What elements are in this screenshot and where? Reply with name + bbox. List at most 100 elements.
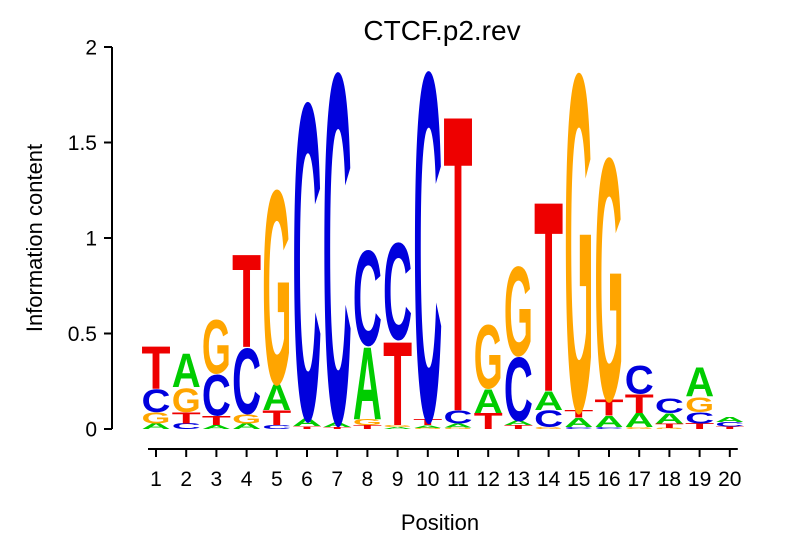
logo-letter-C: C — [594, 427, 623, 430]
logo-letter-A: A — [141, 422, 170, 431]
logo-letter-T: T — [564, 408, 593, 420]
x-axis: 1 2 3 4 5 6 7 8 9 10 11 12 13 14 15 16 17 18 19 20 — [148, 448, 741, 491]
logo-letter-G: G — [262, 132, 291, 442]
logo-letter-G: G — [625, 427, 654, 430]
logo-letter-G: G — [534, 427, 563, 430]
x-tick-label: 10 — [416, 468, 439, 491]
logo-letter-C: C — [655, 394, 684, 418]
y-axis: 0 0.5 1 1.5 2 — [68, 37, 113, 442]
logo-letter-C: C — [625, 359, 654, 403]
logo-letter-A: A — [504, 419, 533, 426]
logo-letter-A: A — [323, 421, 352, 428]
x-tick-label: 2 — [180, 468, 192, 491]
x-tick-label: 13 — [507, 468, 530, 491]
logo-letter-C: C — [202, 362, 231, 429]
x-tick-label: 3 — [211, 468, 223, 491]
logo-letter-T: T — [383, 317, 412, 451]
y-tick-label: 2 — [85, 37, 97, 60]
x-tick-label: 12 — [477, 468, 500, 491]
x-tick-label: 5 — [271, 468, 283, 491]
x-tick-label: 17 — [628, 468, 651, 491]
logo-letter-G: G — [172, 380, 201, 419]
logo-letter-G: G — [444, 427, 473, 429]
logo-letter-C: C — [413, 0, 442, 525]
logo-letter-A: A — [625, 409, 654, 432]
logo-letter-G: G — [474, 305, 503, 407]
logo-letter-T: T — [534, 146, 563, 450]
x-tick-label: 8 — [362, 468, 374, 491]
logo-letter-G: G — [353, 418, 382, 427]
logo-letter-T: T — [685, 422, 714, 431]
logo-column: TAG — [474, 305, 503, 433]
logo-letter-T: T — [625, 389, 655, 419]
y-tick-label: 0 — [85, 419, 97, 442]
logo-letter-G: G — [142, 409, 171, 427]
x-tick-label: 11 — [447, 468, 469, 491]
x-tick-label: 15 — [567, 468, 590, 491]
logo-letter-C: C — [353, 223, 382, 375]
logo-letter-C: C — [504, 339, 533, 440]
x-tick-label: 18 — [658, 468, 681, 491]
logo-letter-C: C — [232, 331, 261, 435]
x-tick-label: 20 — [718, 468, 741, 491]
logo-letter-A: A — [172, 345, 201, 398]
logo-letter-C: C — [443, 407, 472, 428]
logo-letter-A: A — [413, 424, 442, 428]
logo-letter-A: A — [655, 411, 684, 427]
logo-letter-T: T — [655, 422, 684, 429]
x-tick-label: 4 — [241, 468, 253, 491]
logo-letter-C: C — [564, 427, 593, 430]
logo-letter-G: G — [232, 411, 261, 426]
logo-letter-A: A — [564, 416, 593, 431]
logo-letter-A: A — [292, 417, 321, 429]
logo-letter-T: T — [232, 227, 261, 376]
x-tick-label: 14 — [537, 468, 561, 491]
logo-letter-C: C — [534, 406, 563, 433]
logo-letter-C: C — [142, 383, 171, 419]
y-tick-label: 0.5 — [68, 323, 97, 346]
logo-letter-C: C — [172, 422, 201, 431]
logo-letter-C: C — [383, 214, 412, 369]
logo-column: TCA — [715, 415, 745, 429]
logo-letter-A: A — [594, 413, 623, 431]
logo-letter-T: T — [474, 408, 503, 434]
logo-column: TAC — [292, 10, 322, 516]
logo-letter-G: G — [595, 87, 624, 474]
logo-letter-A: A — [353, 326, 382, 442]
logo-letter-A: A — [474, 381, 503, 420]
logo-letter-T: T — [142, 333, 171, 402]
logo-letter-G: G — [504, 240, 533, 383]
logo-letter-G: G — [655, 428, 684, 430]
logo-letter-T: T — [172, 409, 201, 427]
logo-letter-A: A — [443, 423, 472, 429]
logo-letter-T: T — [413, 418, 442, 427]
logo-letter-T: T — [595, 395, 624, 421]
logo-letter-G: G — [413, 428, 442, 430]
y-tick-label: 1 — [85, 228, 97, 251]
logo-letter-C: C — [715, 421, 744, 428]
logo-column: TAC — [323, 0, 353, 529]
x-tick-label: 6 — [301, 468, 313, 491]
logo-letter-C: C — [323, 0, 352, 529]
x-tick-label: 16 — [597, 468, 620, 491]
x-tick-label: 9 — [392, 468, 404, 491]
logo-letter-A: A — [715, 415, 744, 423]
logo-letter-A: A — [383, 427, 412, 430]
logo-letter-G: G — [383, 425, 412, 428]
logo-letter-T: T — [353, 424, 383, 430]
logo-letter-A: A — [232, 422, 261, 431]
